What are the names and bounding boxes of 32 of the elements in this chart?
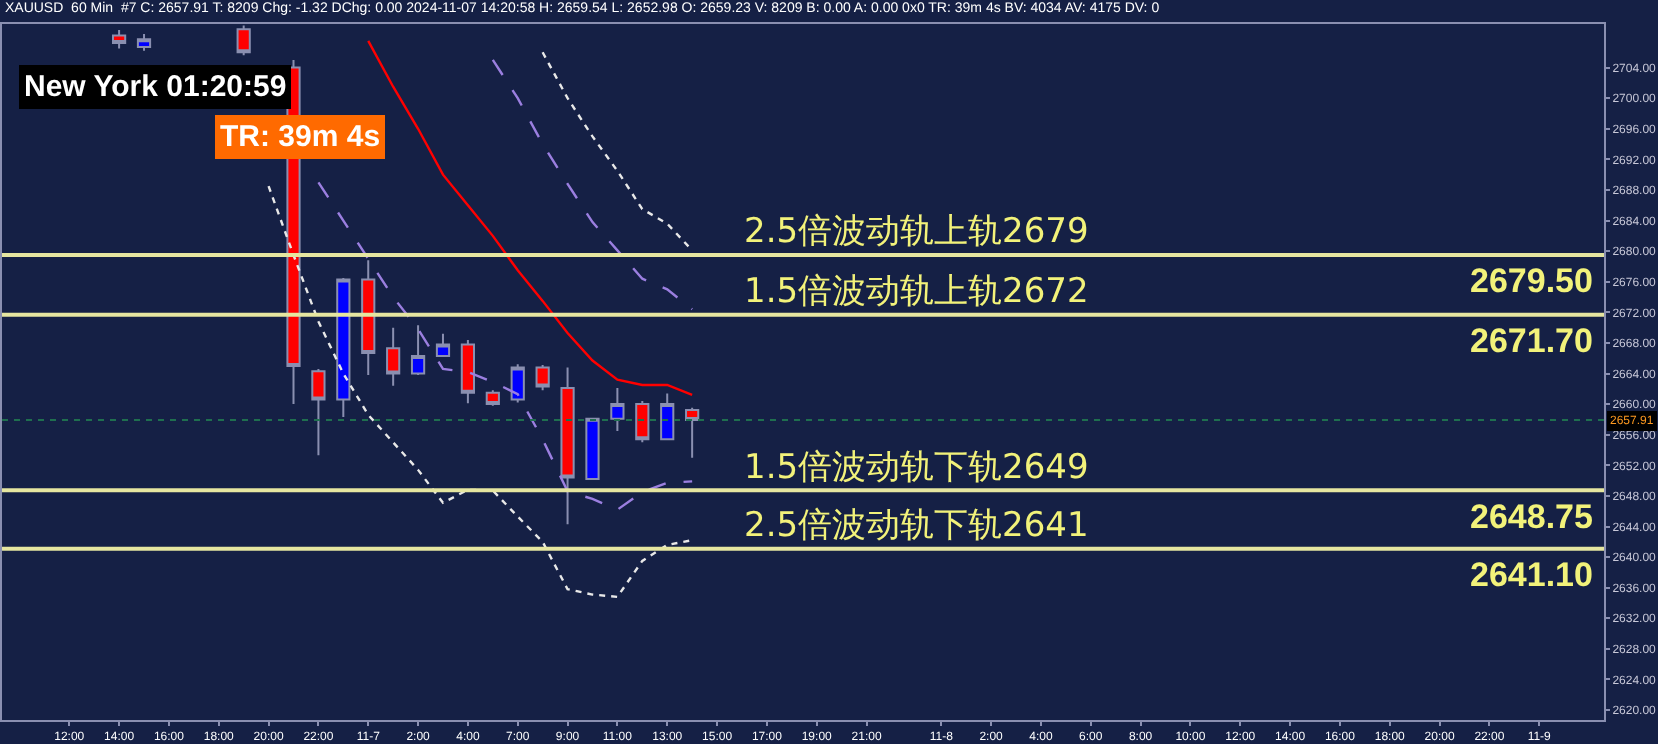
candlestick — [336, 276, 351, 419]
candlestick — [361, 259, 376, 377]
candlestick — [510, 363, 525, 404]
candlestick — [410, 324, 426, 377]
annotation: 2679.50 — [1470, 262, 1593, 300]
candlestick — [535, 364, 550, 392]
candlestick — [610, 387, 625, 432]
line-series — [541, 51, 694, 252]
candlestick — [435, 332, 451, 357]
candlestick — [635, 400, 650, 444]
candlestick — [585, 417, 600, 481]
candlestick — [485, 389, 500, 407]
ref-line-label: 1.5倍波动轨下轨2649 — [744, 448, 1089, 488]
candlestick — [560, 366, 575, 526]
candlestick — [136, 32, 152, 52]
candlestick — [112, 29, 127, 50]
annotation: TR: 39m 4s — [220, 120, 381, 154]
candlestick — [311, 367, 326, 457]
line-series — [491, 58, 694, 311]
candlestick — [660, 392, 675, 441]
ref-line-label: 2.5倍波动轨下轨2641 — [744, 506, 1089, 546]
annotation: 2641.10 — [1470, 556, 1593, 594]
annotation: New York 01:20:59 — [24, 70, 287, 104]
candlestick — [460, 338, 475, 405]
annotation: 2648.75 — [1470, 498, 1593, 536]
line-series — [267, 184, 694, 599]
candlestick — [386, 326, 401, 387]
annotation: 2671.70 — [1470, 322, 1593, 360]
line-series — [317, 181, 694, 511]
candlestick — [685, 406, 700, 459]
ref-line-label: 2.5倍波动轨上轨2679 — [744, 212, 1089, 252]
ref-line-label: 1.5倍波动轨上轨2672 — [744, 272, 1089, 312]
